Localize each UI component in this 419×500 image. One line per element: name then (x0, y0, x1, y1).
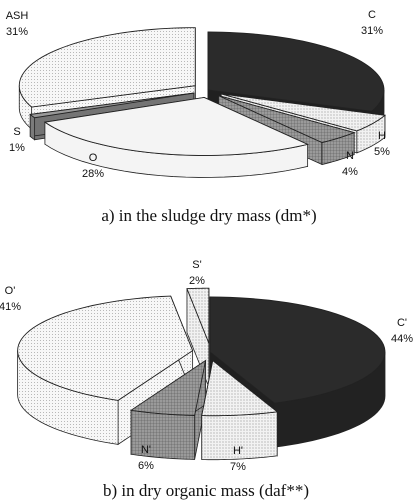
slice-n-top (218, 95, 356, 144)
label-h: H' (233, 445, 243, 457)
label-s: S' (192, 259, 201, 271)
label-o: O (89, 152, 98, 164)
value-h: 7% (230, 461, 246, 473)
slice-o-top (17, 295, 194, 401)
slice-s-top (186, 287, 210, 344)
slice-s-side-0 (29, 113, 36, 141)
value-s: 1% (9, 142, 25, 154)
slice-n (129, 359, 207, 460)
slice-o (17, 295, 194, 446)
slice-h (201, 359, 279, 461)
value-ash: 31% (6, 26, 28, 38)
slice-o (43, 96, 310, 178)
value-o: 41% (0, 301, 21, 313)
value-c: 31% (361, 25, 383, 37)
value-c: 44% (391, 333, 413, 345)
chart-b: C' 44% H' 7% N' 6% O' 41% S' 2% (0, 259, 413, 473)
slice-h-top (221, 93, 386, 132)
slice-s-top (29, 92, 194, 119)
label-c: C' (397, 317, 407, 329)
slice-o-top (43, 96, 310, 156)
slice-ash-top (18, 27, 196, 108)
chart-a: C 31% H 5% N 4% O 28% S 1% ASH 31% (6, 9, 390, 180)
slice-c-top (207, 31, 385, 112)
label-c: C (368, 9, 376, 21)
label-s: S (13, 126, 20, 138)
value-s: 2% (189, 275, 205, 287)
caption-a: a) in the sludge dry mass (dm*) (101, 206, 316, 225)
slice-c-top (209, 296, 386, 404)
label-n: N (346, 150, 354, 162)
value-o: 28% (82, 168, 104, 180)
slice-n-top (129, 359, 207, 416)
value-n: 6% (138, 460, 154, 472)
caption-b: b) in dry organic mass (daf**) (103, 481, 309, 500)
label-n: N' (141, 444, 151, 456)
value-n: 4% (342, 166, 358, 178)
label-ash: ASH (6, 10, 29, 22)
slice-h-top (201, 359, 279, 417)
value-h: 5% (374, 146, 390, 158)
label-h: H (378, 130, 386, 142)
label-o: O' (5, 285, 16, 297)
